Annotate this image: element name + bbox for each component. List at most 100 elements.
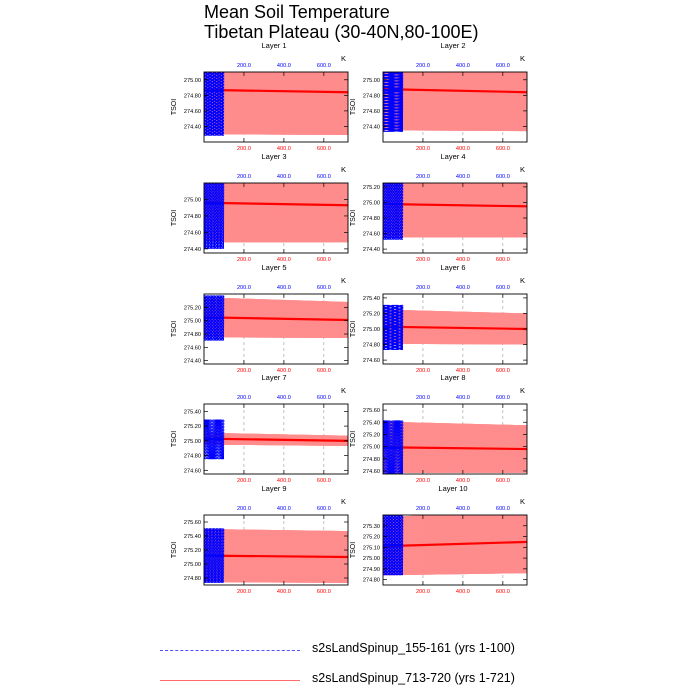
plot-area bbox=[383, 294, 527, 364]
series-2-mean-line bbox=[204, 88, 348, 94]
ytick-label: 275.20 bbox=[363, 311, 380, 317]
legend-label-series-1: s2sLandSpinup_155-161 (yrs 1-100) bbox=[312, 641, 515, 655]
top-xtick-label: 600.0 bbox=[496, 174, 510, 180]
panel-9: 274.80 275.00 275.20 275.40 275.60 200.0 400.0… bbox=[171, 484, 349, 595]
series-2-line bbox=[383, 421, 527, 473]
plot-area bbox=[383, 72, 527, 142]
ytick-label: 275.00 bbox=[184, 319, 201, 325]
top-xtick-label: 200.0 bbox=[237, 63, 251, 69]
ytick-label: 275.40 bbox=[184, 534, 201, 540]
ytick-label: 274.80 bbox=[363, 578, 380, 584]
bottom-xtick-label: 200.0 bbox=[237, 368, 251, 374]
ytick-label: 274.80 bbox=[184, 93, 201, 99]
y-axis-label: TSOI bbox=[171, 210, 178, 226]
ytick-label: 275.00 bbox=[184, 562, 201, 568]
ytick-label: 274.60 bbox=[184, 345, 201, 351]
top-xtick-label: 400.0 bbox=[456, 395, 470, 401]
top-xtick-label: 400.0 bbox=[456, 506, 470, 512]
top-xtick-label: 400.0 bbox=[456, 174, 470, 180]
panel-title: Layer 10 bbox=[438, 484, 467, 493]
series-2-line bbox=[383, 309, 527, 345]
ytick-label: 275.00 bbox=[184, 439, 201, 445]
bottom-xtick-label: 400.0 bbox=[277, 146, 291, 152]
series-2-line bbox=[383, 515, 527, 576]
y-axis-label: TSOI bbox=[350, 321, 357, 337]
bottom-xtick-label: 400.0 bbox=[277, 257, 291, 263]
top-xtick-label: 200.0 bbox=[416, 395, 430, 401]
top-xtick-label: 600.0 bbox=[317, 506, 331, 512]
y-axis-label: TSOI bbox=[350, 542, 357, 558]
panel-7: 274.60 274.80 275.00 275.20 275.40 200.0 400.0… bbox=[171, 373, 349, 484]
unit-label: K bbox=[341, 165, 346, 174]
ytick-label: 275.20 bbox=[363, 535, 380, 541]
bottom-xtick-label: 600.0 bbox=[496, 589, 510, 595]
ytick-label: 274.80 bbox=[363, 343, 380, 349]
top-xtick-label: 200.0 bbox=[416, 506, 430, 512]
panel-1: 274.40 274.60 274.80 275.00 200.0 400.0 600.0 2… bbox=[171, 41, 349, 152]
panel-title: Layer 6 bbox=[440, 263, 465, 272]
ytick-label: 274.80 bbox=[363, 93, 380, 99]
top-xtick-label: 600.0 bbox=[317, 285, 331, 291]
panel-title: Layer 2 bbox=[440, 41, 465, 50]
bottom-xtick-label: 200.0 bbox=[237, 146, 251, 152]
plot-frame bbox=[203, 182, 349, 254]
ytick-label: 275.20 bbox=[184, 548, 201, 554]
legend-line-series-1 bbox=[160, 650, 300, 651]
y-axis-label: TSOI bbox=[350, 431, 357, 447]
bottom-xtick-label: 600.0 bbox=[317, 257, 331, 263]
top-xtick-label: 600.0 bbox=[496, 63, 510, 69]
top-xtick-label: 600.0 bbox=[317, 395, 331, 401]
bottom-xtick-label: 200.0 bbox=[416, 478, 430, 484]
plot-area bbox=[204, 183, 348, 253]
ytick-label: 274.80 bbox=[184, 576, 201, 582]
plot-area bbox=[204, 515, 348, 585]
top-xtick-label: 200.0 bbox=[237, 174, 251, 180]
series-2-mean-line bbox=[383, 202, 527, 208]
series-2-mean-line bbox=[383, 325, 527, 331]
ytick-label: 274.40 bbox=[184, 247, 201, 253]
unit-label: K bbox=[341, 54, 346, 63]
unit-label: K bbox=[520, 276, 525, 285]
legend-label-series-2: s2sLandSpinup_713-720 (yrs 1-721) bbox=[312, 671, 515, 685]
y-axis-label: TSOI bbox=[350, 99, 357, 115]
panel-10: 274.80 274.90 275.00 275.10 275.20 275.30 200.… bbox=[350, 484, 528, 595]
series-2-mean-line bbox=[204, 316, 348, 322]
top-xtick-label: 400.0 bbox=[277, 506, 291, 512]
bottom-xtick-label: 400.0 bbox=[277, 478, 291, 484]
bottom-xtick-label: 600.0 bbox=[496, 146, 510, 152]
panel-8: 274.60 274.80 275.00 275.20 275.40 275.60 200.… bbox=[350, 373, 528, 484]
panel-title: Layer 7 bbox=[261, 373, 286, 382]
series-1-line bbox=[204, 295, 225, 341]
ytick-label: 274.60 bbox=[363, 109, 380, 115]
top-xtick-label: 200.0 bbox=[237, 395, 251, 401]
ytick-label: 274.80 bbox=[363, 216, 380, 222]
panel-title: Layer 5 bbox=[261, 263, 286, 272]
panel-title: Layer 3 bbox=[261, 152, 286, 161]
panel-title: Layer 8 bbox=[440, 373, 465, 382]
plot-area bbox=[383, 404, 527, 474]
series-2-line bbox=[204, 183, 348, 243]
bottom-xtick-label: 200.0 bbox=[237, 257, 251, 263]
ytick-label: 274.40 bbox=[363, 247, 380, 253]
series-2-line bbox=[204, 72, 348, 136]
panel-3: 274.40 274.60 274.80 275.00 200.0 400.0 600.0 2… bbox=[171, 152, 349, 263]
plot-area bbox=[204, 294, 348, 364]
bottom-xtick-label: 600.0 bbox=[496, 478, 510, 484]
top-xtick-label: 600.0 bbox=[317, 63, 331, 69]
ytick-label: 275.60 bbox=[184, 520, 201, 526]
ytick-label: 275.60 bbox=[363, 408, 380, 414]
plot-frame bbox=[382, 71, 528, 143]
plot-area bbox=[204, 72, 348, 142]
bottom-xtick-label: 400.0 bbox=[456, 146, 470, 152]
panel-6: 274.60 274.80 275.00 275.20 275.40 200.0 400.0… bbox=[350, 263, 528, 374]
ytick-label: 274.80 bbox=[184, 332, 201, 338]
series-1-line bbox=[383, 304, 404, 351]
bottom-xtick-label: 200.0 bbox=[237, 589, 251, 595]
series-2-mean-line bbox=[383, 88, 527, 94]
top-xtick-label: 400.0 bbox=[456, 63, 470, 69]
bottom-xtick-label: 200.0 bbox=[416, 589, 430, 595]
series-1-line bbox=[383, 420, 404, 474]
y-axis-label: TSOI bbox=[350, 210, 357, 226]
series-2-mean-line bbox=[204, 554, 348, 559]
